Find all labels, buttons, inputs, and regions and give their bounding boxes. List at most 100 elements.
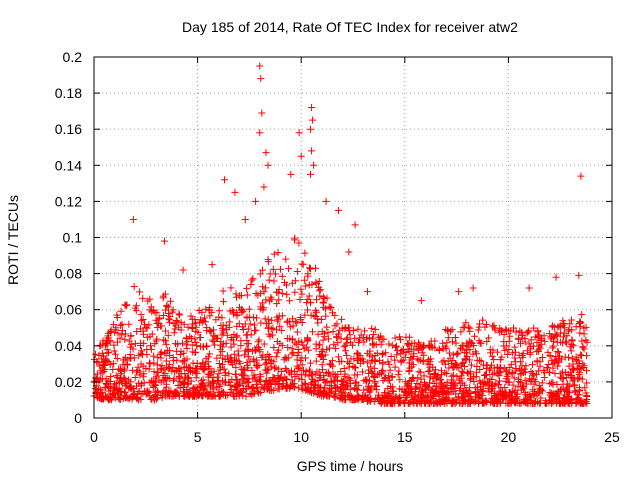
y-tick-label: 0.16 bbox=[55, 121, 82, 137]
data-point bbox=[504, 378, 512, 386]
data-point bbox=[397, 336, 405, 344]
x-tick-label: 0 bbox=[90, 429, 98, 445]
data-points bbox=[90, 62, 591, 408]
data-point bbox=[551, 332, 559, 340]
data-point bbox=[205, 306, 213, 314]
data-point bbox=[195, 389, 203, 397]
data-point bbox=[490, 356, 498, 364]
data-point bbox=[527, 336, 535, 344]
data-point bbox=[162, 349, 170, 357]
data-point bbox=[122, 302, 130, 310]
data-point bbox=[293, 328, 301, 336]
data-point bbox=[95, 351, 103, 359]
data-point bbox=[370, 331, 378, 339]
data-point bbox=[344, 358, 352, 366]
data-point bbox=[369, 335, 377, 343]
data-point bbox=[154, 323, 162, 331]
data-point bbox=[175, 368, 183, 376]
data-point bbox=[526, 350, 534, 358]
data-point bbox=[385, 360, 393, 368]
data-point bbox=[527, 378, 535, 386]
data-point bbox=[245, 305, 253, 313]
data-point bbox=[508, 368, 516, 376]
data-point bbox=[314, 330, 322, 338]
data-point bbox=[277, 373, 285, 381]
data-point bbox=[561, 353, 569, 361]
data-point bbox=[575, 394, 583, 402]
data-point bbox=[347, 392, 355, 400]
data-point bbox=[444, 326, 452, 334]
data-point bbox=[256, 348, 264, 356]
data-point bbox=[376, 398, 384, 406]
data-point bbox=[496, 377, 504, 385]
data-point bbox=[578, 337, 586, 345]
data-point bbox=[540, 366, 548, 374]
data-point bbox=[147, 303, 155, 311]
y-tick-label: 0.18 bbox=[55, 85, 82, 101]
data-point bbox=[183, 341, 191, 349]
data-point bbox=[112, 394, 120, 402]
data-point bbox=[301, 354, 309, 362]
data-point bbox=[216, 345, 224, 353]
data-point bbox=[146, 295, 154, 303]
data-point bbox=[318, 361, 326, 369]
data-point bbox=[426, 373, 434, 381]
data-point bbox=[525, 327, 533, 335]
data-point bbox=[162, 340, 170, 348]
data-point bbox=[130, 283, 138, 291]
data-point bbox=[502, 391, 510, 399]
data-point bbox=[322, 305, 330, 313]
data-point bbox=[394, 371, 402, 379]
data-point bbox=[275, 296, 283, 304]
data-point bbox=[518, 329, 526, 337]
data-point bbox=[331, 371, 339, 379]
data-point bbox=[153, 361, 161, 369]
data-point bbox=[519, 350, 527, 358]
data-point bbox=[469, 350, 477, 358]
data-point bbox=[244, 353, 252, 361]
data-point bbox=[262, 356, 270, 364]
data-point bbox=[110, 380, 118, 388]
data-point bbox=[316, 292, 324, 300]
data-point bbox=[268, 331, 276, 339]
data-point bbox=[258, 266, 266, 274]
data-point bbox=[326, 372, 334, 380]
data-point bbox=[270, 358, 278, 366]
data-point bbox=[509, 381, 517, 389]
data-point bbox=[269, 324, 277, 332]
data-point bbox=[256, 376, 264, 384]
data-point bbox=[398, 386, 406, 394]
x-axis-label: GPS time / hours bbox=[297, 458, 404, 474]
data-point bbox=[466, 356, 474, 364]
data-point bbox=[117, 307, 125, 315]
data-point bbox=[221, 176, 229, 184]
data-point bbox=[578, 399, 586, 407]
data-point bbox=[215, 382, 223, 390]
data-point bbox=[478, 399, 486, 407]
data-point bbox=[192, 348, 200, 356]
data-point bbox=[476, 366, 484, 374]
data-point bbox=[234, 347, 242, 355]
data-point bbox=[136, 288, 144, 296]
data-point bbox=[438, 388, 446, 396]
data-point bbox=[435, 389, 443, 397]
data-point bbox=[420, 372, 428, 380]
data-point bbox=[476, 377, 484, 385]
data-point bbox=[191, 316, 199, 324]
data-point bbox=[333, 383, 341, 391]
data-point bbox=[143, 333, 151, 341]
data-point bbox=[151, 378, 159, 386]
data-point bbox=[393, 342, 401, 350]
data-point bbox=[217, 364, 225, 372]
data-point bbox=[259, 299, 267, 307]
data-point bbox=[312, 307, 320, 315]
data-point bbox=[404, 380, 412, 388]
data-point bbox=[568, 400, 576, 408]
data-point bbox=[296, 295, 304, 303]
data-point bbox=[351, 334, 359, 342]
data-point bbox=[454, 349, 462, 357]
data-point bbox=[346, 393, 354, 401]
data-point bbox=[546, 396, 554, 404]
data-point bbox=[209, 326, 217, 334]
data-point bbox=[139, 373, 147, 381]
